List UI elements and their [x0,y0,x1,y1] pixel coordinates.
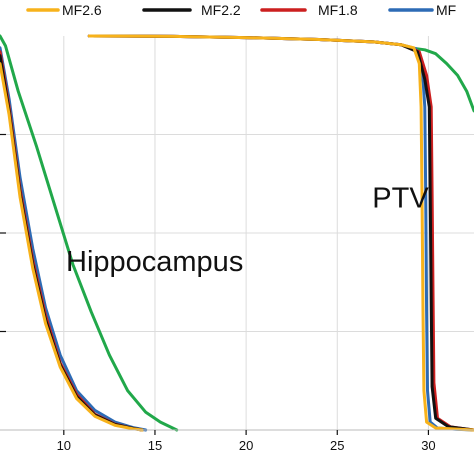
x-axis: 10 15 20 25 30 [0,133,474,453]
series-4-curve-1 [87,34,474,432]
x-tick-label: 15 [148,438,162,453]
series-4-curve-0 [0,62,144,432]
series-3-curve-0 [0,54,144,432]
legend-label: MF1.8 [318,2,358,18]
series-0-curve-0 [0,34,179,432]
x-tick-label: 25 [330,438,344,453]
x-tick-label: 30 [421,438,435,453]
gridlines [0,36,474,430]
series-curves [0,34,474,432]
series-2-curve-0 [0,50,144,432]
legend-label: MF [436,2,456,18]
legend-label: MF2.6 [62,2,102,18]
annotation-label: Hippocampus [66,246,243,278]
annotations: Hippocampus PTV [66,183,429,278]
series-0-curve-1 [408,46,474,113]
x-tick-label: 10 [57,438,71,453]
legend-label: MF2.2 [201,2,241,18]
x-tick-label: 20 [239,438,253,453]
annotation-label: PTV [372,183,429,215]
